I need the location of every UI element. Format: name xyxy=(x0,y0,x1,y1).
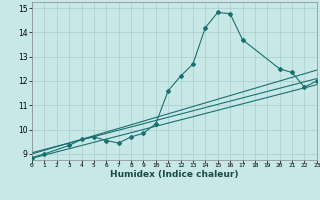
X-axis label: Humidex (Indice chaleur): Humidex (Indice chaleur) xyxy=(110,170,239,179)
